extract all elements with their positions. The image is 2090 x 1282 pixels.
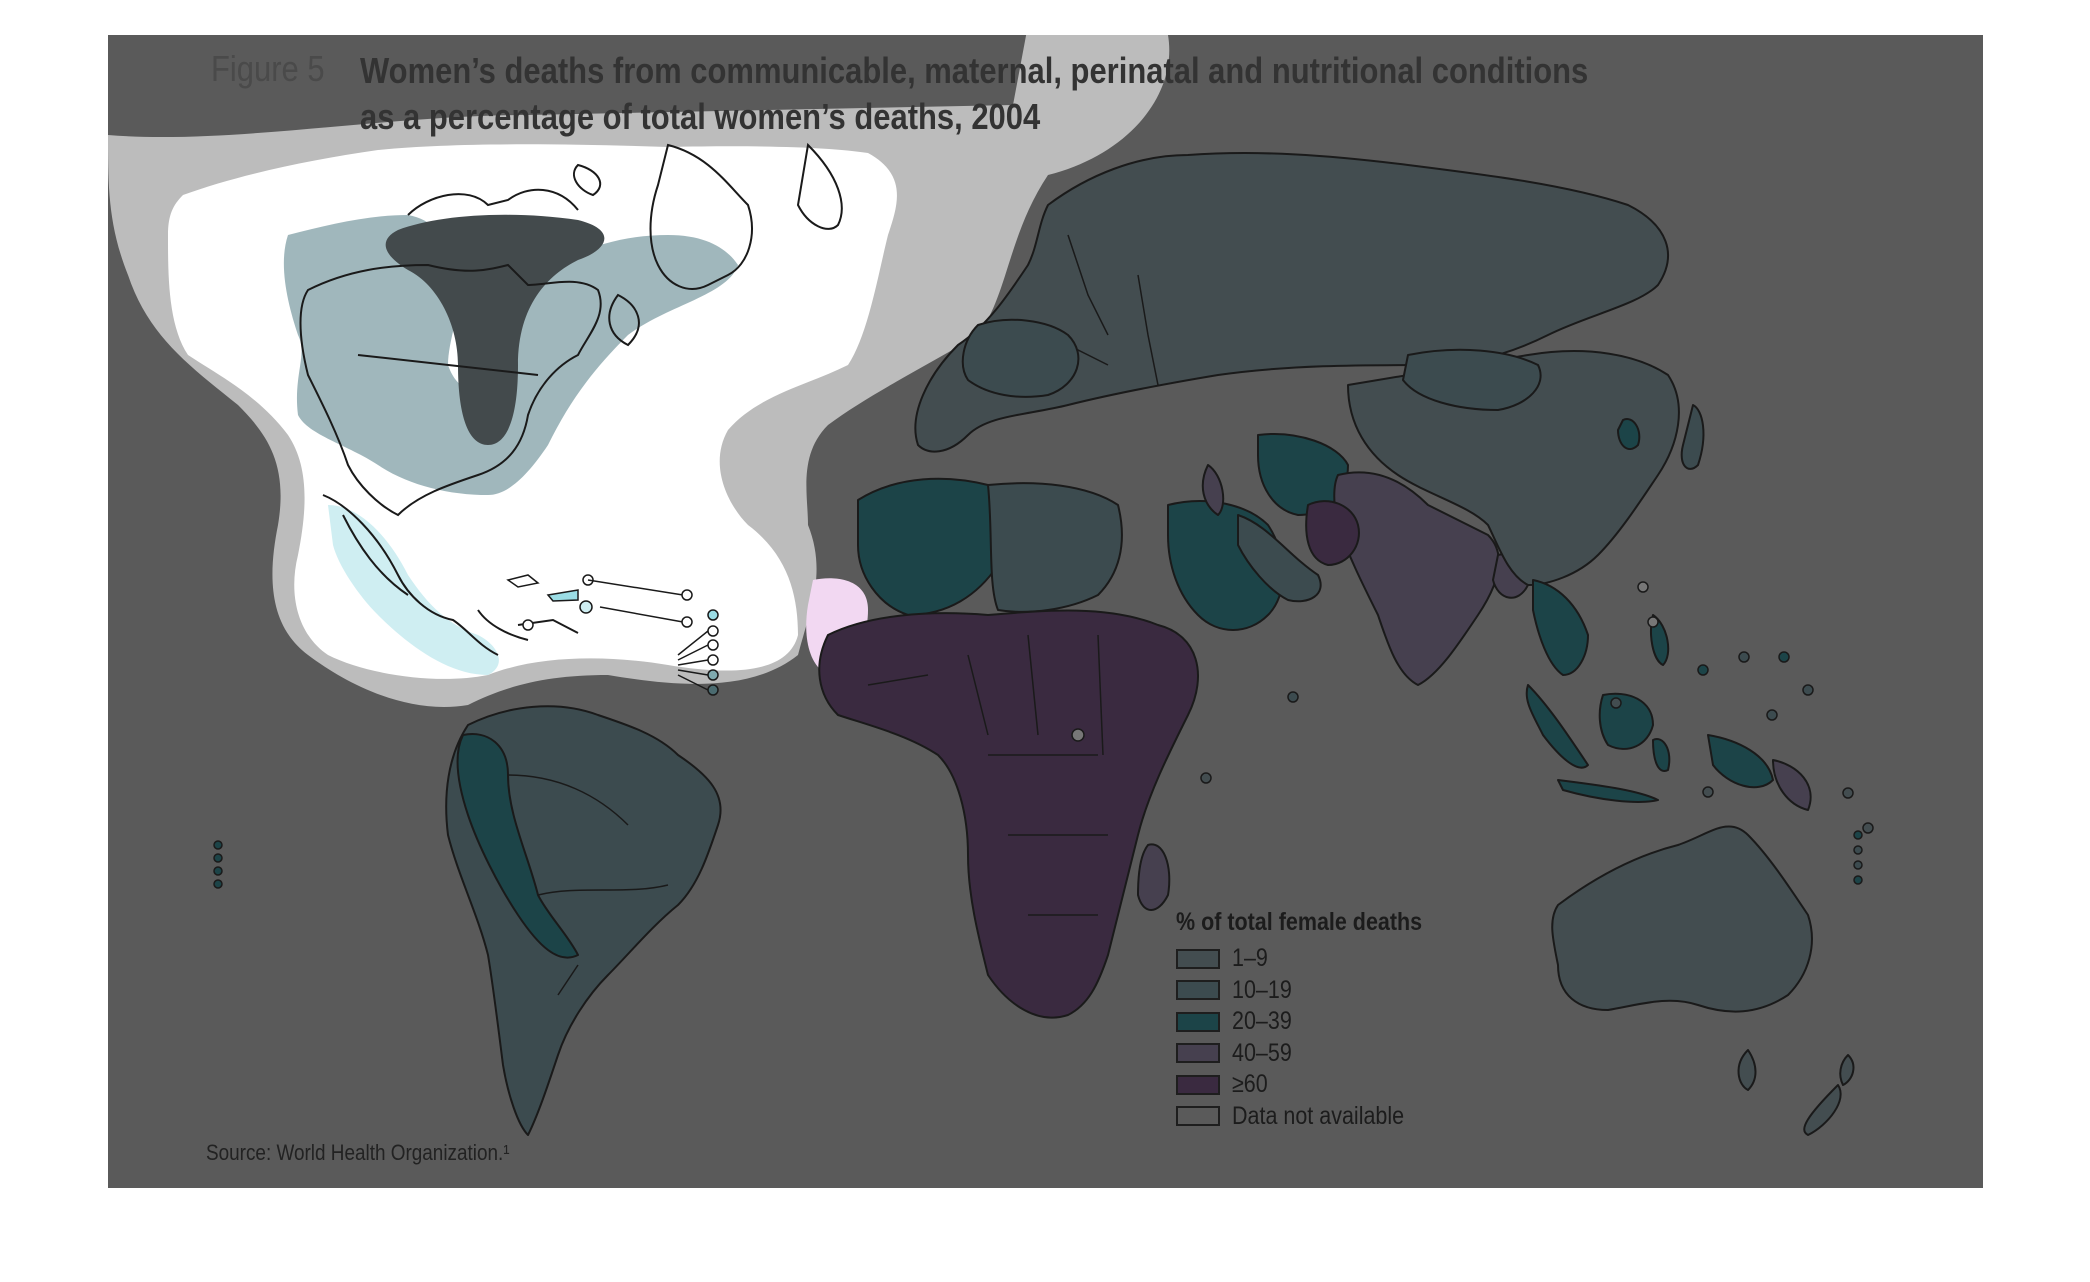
legend-swatch-4 [1176,1043,1220,1064]
africa [818,477,1199,1019]
legend-label-3: 20–39 [1232,1007,1292,1036]
figure-title-line1: Women’s deaths from communicable, matern… [360,50,1589,91]
legend-swatch-3 [1176,1011,1220,1032]
map-legend: % of total female deaths 1–9 10–19 20–39… [1176,908,1462,1132]
legend-label-2: 10–19 [1232,975,1292,1004]
middle-east [1167,433,1349,631]
caribbean-callouts [506,574,719,696]
legend-item: Data not available [1176,1101,1462,1133]
legend-item: 1–9 [1176,943,1462,975]
legend-item: 40–59 [1176,1038,1462,1070]
legend-label-4: 40–59 [1232,1038,1292,1067]
legend-swatch-5 [1176,1074,1220,1095]
legend-label-5: ≥60 [1232,1070,1268,1099]
legend-item: 20–39 [1176,1006,1462,1038]
legend-label-1: 1–9 [1232,944,1268,973]
legend-swatch-2 [1176,980,1220,1001]
figure-title: Women’s deaths from communicable, matern… [360,48,1588,140]
legend-label-6: Data not available [1232,1101,1405,1130]
source-note: Source: World Health Organization.¹ [206,1140,510,1165]
central-america-outline [322,494,579,656]
pacific-islands [213,581,1874,889]
southeast-asia [1525,579,1812,811]
map-figure [108,35,1983,1188]
overlay-tint-mexico [328,505,499,675]
oceania [1551,825,1855,1136]
legend-item: ≥60 [1176,1069,1462,1101]
east-asia [1347,348,1705,586]
south-america [445,705,722,1136]
south-asia [1305,471,1530,686]
legend-swatch-6 [1176,1106,1220,1127]
legend-item: 10–19 [1176,975,1462,1007]
legend-title: % of total female deaths [1176,908,1423,936]
overlay-dark-shape [385,214,605,445]
figure-title-line2: as a percentage of total women’s deaths,… [360,96,1041,137]
legend-swatch-1 [1176,948,1220,969]
europe-russia [914,152,1669,453]
figure-label: Figure 5 [211,48,325,89]
world-map [108,35,1874,1136]
north-america-outline [299,142,843,517]
overlay-tint-band [283,215,738,495]
